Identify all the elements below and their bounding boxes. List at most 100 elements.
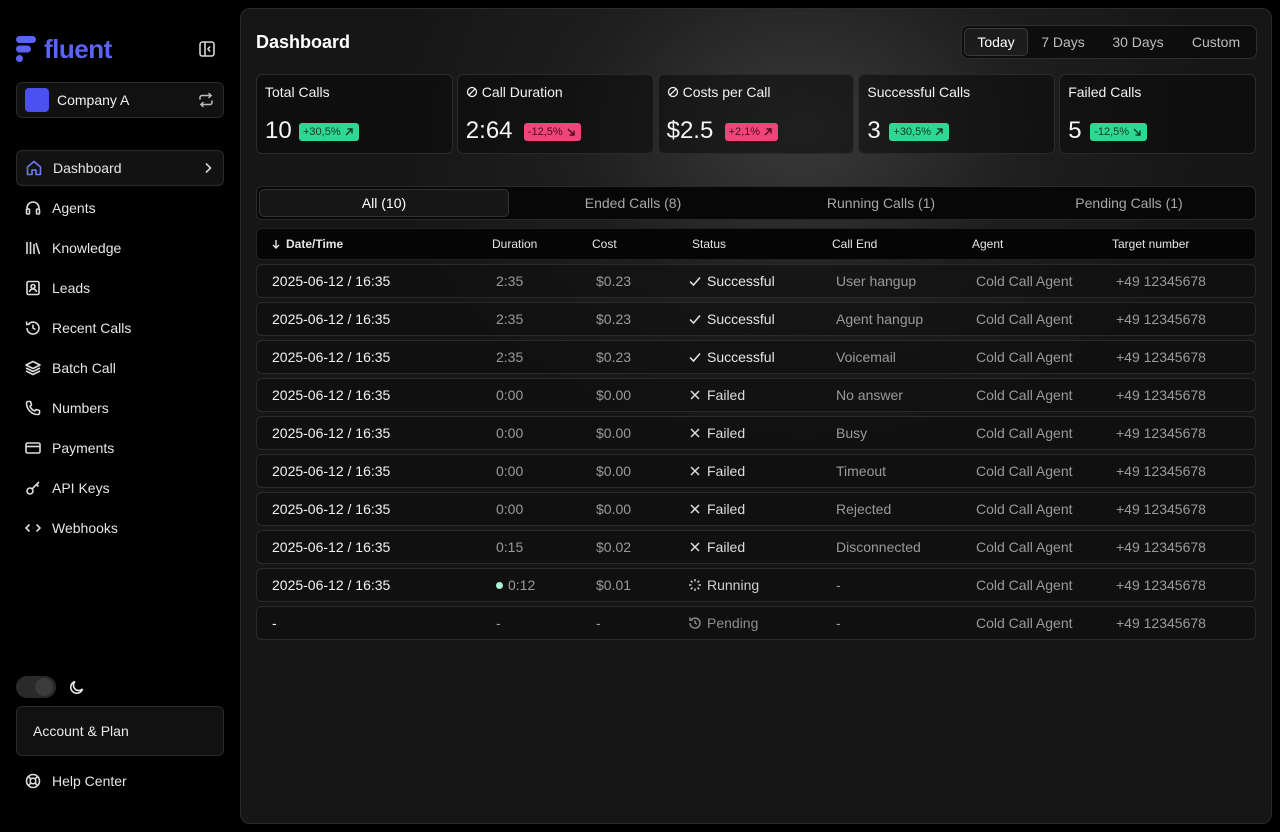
company-switcher[interactable]: Company A (16, 82, 224, 118)
column-header-date-time[interactable]: Date/Time (270, 229, 343, 259)
cell-cost: $0.23 (596, 349, 632, 365)
cell-status: Failed (688, 531, 745, 563)
table-row[interactable]: 2025-06-12 / 16:35 0:00 $0.00 Failed Timeout… (256, 454, 1256, 488)
stat-label-text: Call Duration (481, 84, 563, 100)
table-row[interactable]: 2025-06-12 / 16:35 0:00 $0.00 Failed No answ… (256, 378, 1256, 412)
sidebar-item-recent-calls[interactable]: Recent Calls (16, 310, 224, 346)
range-30-days-button[interactable]: 30 Days (1112, 34, 1164, 50)
tab-pending-calls[interactable]: Pending Calls (1) (1075, 195, 1183, 211)
cell-call-end: - (836, 577, 841, 593)
x-icon (690, 390, 700, 400)
cell-duration-value: 0:00 (496, 463, 524, 479)
home-icon (26, 160, 42, 176)
arrow-up-right-icon (935, 128, 943, 136)
cell-date-time: 2025-06-12 / 16:35 (272, 463, 391, 479)
cell-agent: Cold Call Agent (976, 501, 1073, 517)
trend-value: +2,1% (728, 126, 761, 138)
contact-icon (26, 280, 40, 296)
trend-badge: +30,5% (889, 123, 950, 141)
sidebar-item-label: Webhooks (52, 520, 118, 536)
table-row[interactable]: - - - Pending - Cold Call Agent +49 12345678 (256, 606, 1256, 640)
table-row[interactable]: 2025-06-12 / 16:35 0:00 $0.00 Failed Rejecte… (256, 492, 1256, 526)
column-header-target-number[interactable]: Target number (1112, 237, 1190, 251)
column-header-status[interactable]: Status (692, 237, 727, 251)
cell-duration: 2:35 (496, 303, 523, 335)
cell-target-number: +49 12345678 (1116, 387, 1206, 403)
sidebar-item-label: API Keys (52, 480, 110, 496)
company-avatar (25, 88, 49, 112)
cell-agent: Cold Call Agent (976, 273, 1073, 289)
sidebar-item-dashboard[interactable]: Dashboard (16, 150, 224, 186)
library-icon (26, 242, 41, 255)
stat-label-text: Total Calls (265, 84, 330, 100)
table-row[interactable]: 2025-06-12 / 16:35 0:12 $0.01 Running - Cold … (256, 568, 1256, 602)
arrow-up-right-icon (764, 128, 772, 136)
stat-label: Failed Calls (1068, 84, 1141, 100)
sidebar-item-knowledge[interactable]: Knowledge (16, 230, 224, 266)
cell-target-number: +49 12345678 (1116, 273, 1206, 289)
layers-icon (25, 360, 41, 376)
sidebar-item-api-keys[interactable]: API Keys (16, 470, 224, 506)
help-center-link[interactable]: Help Center (24, 772, 127, 790)
cell-target-number: +49 12345678 (1116, 463, 1206, 479)
page-title: Dashboard (256, 32, 351, 52)
toggle-knob (35, 678, 53, 696)
tab-running-calls[interactable]: Running Calls (1) (826, 195, 936, 211)
cell-cost: $0.23 (596, 273, 632, 289)
key-icon (26, 481, 40, 495)
table-row[interactable]: 2025-06-12 / 16:35 0:00 $0.00 Failed Busy Col… (256, 416, 1256, 450)
dark-mode-toggle[interactable] (16, 676, 56, 698)
cell-target-number: +49 12345678 (1116, 425, 1206, 441)
cell-status: Failed (688, 379, 745, 411)
arrow-up-right-icon (345, 128, 353, 136)
column-header-duration[interactable]: Duration (492, 237, 538, 251)
column-header-call-end[interactable]: Call End (832, 237, 878, 251)
stat-label: Successful Calls (867, 84, 970, 100)
sidebar-item-payments[interactable]: Payments (16, 430, 224, 466)
lifebuoy-icon (25, 773, 41, 789)
arrow-down-right-icon (1133, 128, 1141, 136)
history-icon (25, 321, 40, 335)
cell-date-time: 2025-06-12 / 16:35 (272, 349, 391, 365)
cell-call-end: Voicemail (836, 349, 896, 365)
cell-duration: 2:35 (496, 341, 523, 373)
cell-duration: 0:00 (496, 417, 523, 449)
range-today-button[interactable]: Today (964, 28, 1028, 56)
cell-status-value: Running (707, 577, 760, 593)
brand-logo[interactable]: fluent (16, 36, 112, 62)
cell-cost: $0.01 (596, 577, 632, 593)
date-range-selector: Today 7 Days 30 Days Custom (961, 25, 1257, 59)
tab-all[interactable]: All (10) (259, 189, 509, 217)
sidebar-item-label: Payments (52, 440, 115, 456)
stat-value: $2.5 (666, 117, 714, 144)
account-plan-button[interactable]: Account & Plan (16, 706, 224, 756)
trend-value: -12,5% (527, 126, 563, 138)
sidebar-item-numbers[interactable]: Numbers (16, 390, 224, 426)
cell-call-end: Timeout (836, 463, 887, 479)
table-row[interactable]: 2025-06-12 / 16:35 2:35 $0.23 Successful Age… (256, 302, 1256, 336)
sidebar-item-label: Knowledge (52, 240, 122, 256)
trend-badge: -12,5% (523, 123, 581, 141)
sidebar-item-webhooks[interactable]: Webhooks (16, 510, 224, 546)
cell-agent: Cold Call Agent (976, 387, 1073, 403)
table-row[interactable]: 2025-06-12 / 16:35 2:35 $0.23 Successful Voi… (256, 340, 1256, 374)
sidebar-item-agents[interactable]: Agents (16, 190, 224, 226)
sort-down-icon (272, 240, 280, 249)
moon-icon (69, 680, 84, 695)
cell-date-time: 2025-06-12 / 16:35 (272, 501, 391, 517)
column-header-cost[interactable]: Cost (592, 237, 617, 251)
tab-ended-calls[interactable]: Ended Calls (8) (584, 195, 682, 211)
collapse-sidebar-icon[interactable] (198, 40, 216, 58)
cell-date-time: 2025-06-12 / 16:35 (272, 387, 391, 403)
sidebar-item-batch-call[interactable]: Batch Call (16, 350, 224, 386)
table-row[interactable]: 2025-06-12 / 16:35 0:15 $0.02 Failed Disconn… (256, 530, 1256, 564)
range-7-days-button[interactable]: 7 Days (1041, 34, 1085, 50)
sidebar-item-leads[interactable]: Leads (16, 270, 224, 306)
table-row[interactable]: 2025-06-12 / 16:35 2:35 $0.23 Successful Use… (256, 264, 1256, 298)
cell-target-number: +49 12345678 (1116, 539, 1206, 555)
cell-status: Successful (688, 265, 775, 297)
cell-cost: $0.00 (596, 501, 632, 517)
column-header-agent[interactable]: Agent (972, 237, 1004, 251)
fluent-logo-icon (16, 36, 36, 62)
range-custom-button[interactable]: Custom (1191, 34, 1241, 50)
